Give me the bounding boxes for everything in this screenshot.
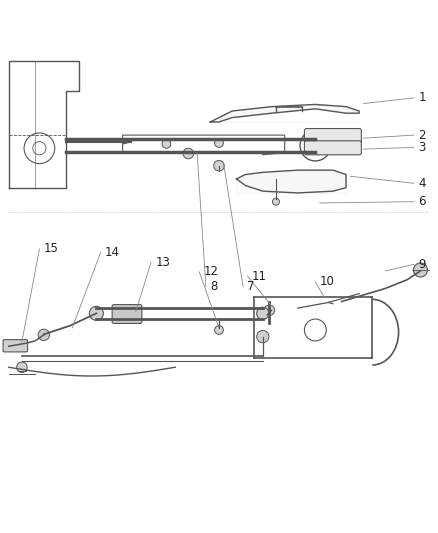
Text: 12: 12 (204, 265, 219, 278)
Circle shape (183, 148, 194, 159)
Text: 6: 6 (418, 195, 426, 208)
Text: 11: 11 (252, 270, 267, 282)
Text: 1: 1 (418, 91, 426, 104)
Circle shape (89, 306, 103, 320)
Circle shape (413, 263, 427, 277)
Text: 14: 14 (105, 246, 120, 259)
FancyBboxPatch shape (3, 340, 28, 352)
Text: 4: 4 (418, 177, 426, 190)
Text: 13: 13 (155, 256, 170, 269)
Text: 7: 7 (247, 280, 255, 293)
Text: 3: 3 (418, 141, 426, 154)
FancyBboxPatch shape (304, 128, 361, 144)
Circle shape (38, 329, 49, 341)
Text: 9: 9 (418, 258, 426, 271)
Text: 10: 10 (320, 276, 335, 288)
Circle shape (162, 140, 171, 148)
FancyBboxPatch shape (112, 304, 142, 324)
Circle shape (257, 330, 269, 343)
Circle shape (215, 139, 223, 147)
Circle shape (264, 305, 275, 316)
Text: 2: 2 (418, 128, 426, 142)
Circle shape (214, 160, 224, 171)
Text: 8: 8 (210, 280, 218, 293)
Circle shape (17, 362, 27, 373)
Circle shape (272, 198, 279, 205)
Circle shape (215, 326, 223, 334)
FancyBboxPatch shape (304, 141, 361, 155)
Text: 15: 15 (44, 243, 59, 255)
Circle shape (257, 307, 269, 319)
